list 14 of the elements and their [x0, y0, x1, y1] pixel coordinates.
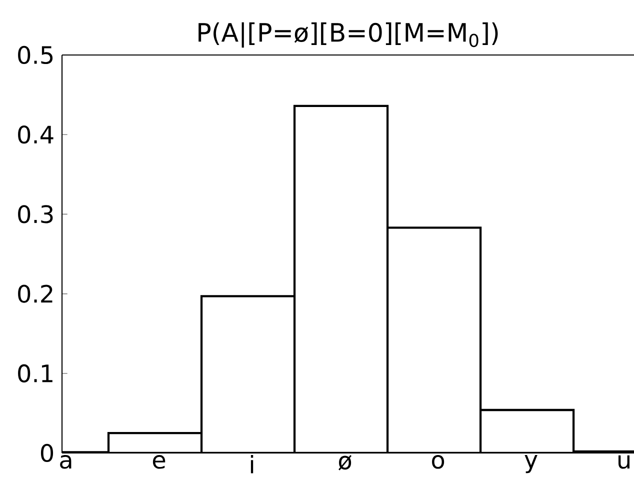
y-tick-label: 0 — [40, 444, 54, 462]
x-tick-label: ø — [338, 455, 352, 470]
x-tick-label: u — [618, 455, 630, 469]
y-tick-label: 0.2 — [18, 284, 52, 303]
x-tick-label: i — [250, 455, 254, 474]
x-tick-label: o — [432, 455, 444, 469]
chart-title: P(A|[P=ø][B=0][M=M$_{0}$]) — [198, 22, 498, 48]
y-tick-label: 0.1 — [18, 364, 52, 382]
x-tick-label: y — [524, 455, 538, 474]
x-tick-label: a — [60, 455, 72, 469]
y-tick-label: 0.4 — [18, 126, 54, 144]
y-tick-label: 0.3 — [18, 205, 53, 224]
y-tick-label: 0.5 — [18, 46, 53, 64]
x-tick-label: e — [152, 455, 166, 469]
